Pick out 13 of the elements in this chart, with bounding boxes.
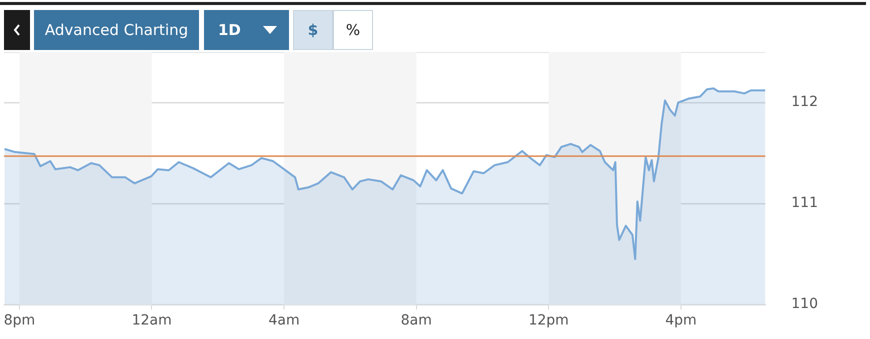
text: % bbox=[346, 21, 360, 39]
text: $ bbox=[308, 21, 318, 39]
y-tick-label: 110 bbox=[791, 296, 818, 312]
x-tick-label: 12am bbox=[132, 312, 172, 329]
x-tick-label: 4am bbox=[268, 312, 300, 329]
x-tick-label: 12pm bbox=[528, 312, 569, 329]
x-tick-label: 8am bbox=[400, 312, 432, 329]
text: Advanced Charting bbox=[44, 21, 188, 39]
y-tick-label: 111 bbox=[791, 195, 818, 212]
y-tick-label: 112 bbox=[791, 94, 818, 110]
text: 1D bbox=[218, 21, 241, 39]
x-tick-label: 8pm bbox=[4, 312, 36, 329]
x-tick-label: 4pm bbox=[665, 312, 697, 329]
